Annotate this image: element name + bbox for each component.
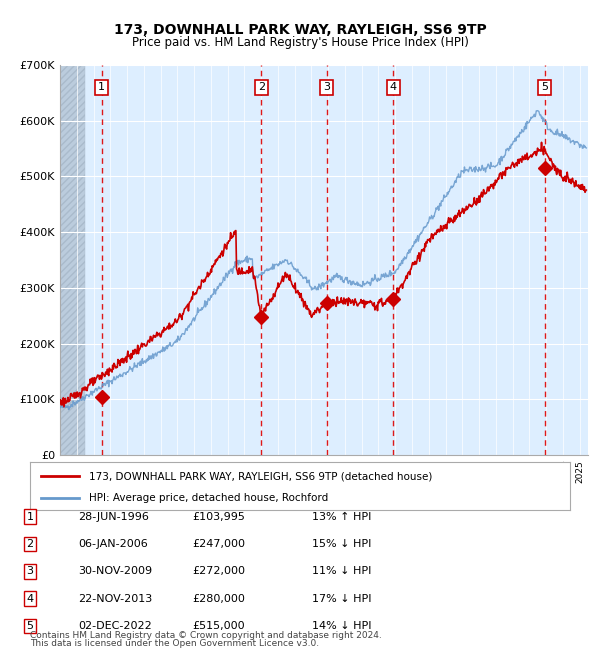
- Text: 4: 4: [390, 83, 397, 92]
- Text: 2: 2: [258, 83, 265, 92]
- Text: £515,000: £515,000: [192, 621, 245, 631]
- Text: 1: 1: [26, 512, 34, 522]
- Text: This data is licensed under the Open Government Licence v3.0.: This data is licensed under the Open Gov…: [30, 639, 319, 648]
- Text: 17% ↓ HPI: 17% ↓ HPI: [312, 593, 371, 604]
- Text: 22-NOV-2013: 22-NOV-2013: [78, 593, 152, 604]
- Text: 13% ↑ HPI: 13% ↑ HPI: [312, 512, 371, 522]
- Bar: [60, 65, 85, 455]
- Text: Price paid vs. HM Land Registry's House Price Index (HPI): Price paid vs. HM Land Registry's House …: [131, 36, 469, 49]
- Text: 5: 5: [541, 83, 548, 92]
- Text: 11% ↓ HPI: 11% ↓ HPI: [312, 566, 371, 577]
- Text: HPI: Average price, detached house, Rochford: HPI: Average price, detached house, Roch…: [89, 493, 329, 503]
- Text: 173, DOWNHALL PARK WAY, RAYLEIGH, SS6 9TP (detached house): 173, DOWNHALL PARK WAY, RAYLEIGH, SS6 9T…: [89, 471, 433, 481]
- Text: £280,000: £280,000: [192, 593, 245, 604]
- Text: £103,995: £103,995: [192, 512, 245, 522]
- Text: 06-JAN-2006: 06-JAN-2006: [78, 539, 148, 549]
- Text: £247,000: £247,000: [192, 539, 245, 549]
- Text: Contains HM Land Registry data © Crown copyright and database right 2024.: Contains HM Land Registry data © Crown c…: [30, 631, 382, 640]
- Text: 02-DEC-2022: 02-DEC-2022: [78, 621, 152, 631]
- Text: 15% ↓ HPI: 15% ↓ HPI: [312, 539, 371, 549]
- Text: 4: 4: [26, 593, 34, 604]
- Text: 14% ↓ HPI: 14% ↓ HPI: [312, 621, 371, 631]
- Text: 30-NOV-2009: 30-NOV-2009: [78, 566, 152, 577]
- Text: £272,000: £272,000: [192, 566, 245, 577]
- Text: 3: 3: [26, 566, 34, 577]
- Text: 2: 2: [26, 539, 34, 549]
- Text: 5: 5: [26, 621, 34, 631]
- Text: 173, DOWNHALL PARK WAY, RAYLEIGH, SS6 9TP: 173, DOWNHALL PARK WAY, RAYLEIGH, SS6 9T…: [113, 23, 487, 37]
- Text: 1: 1: [98, 83, 105, 92]
- Text: 3: 3: [323, 83, 330, 92]
- Text: 28-JUN-1996: 28-JUN-1996: [78, 512, 149, 522]
